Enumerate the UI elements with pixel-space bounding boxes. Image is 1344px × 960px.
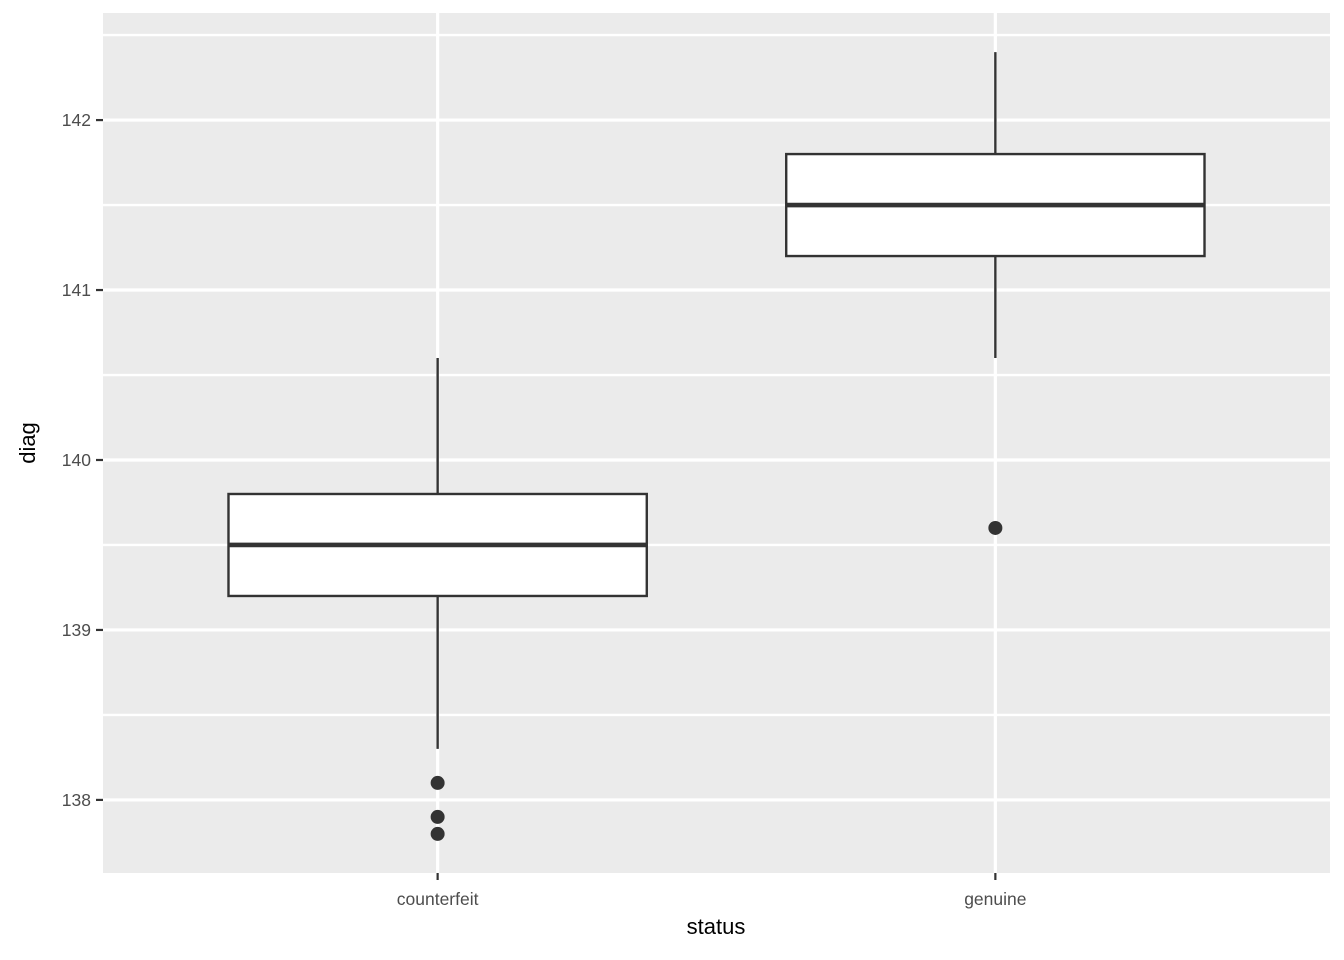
y-tick-label: 139 (62, 620, 91, 640)
outlier-point-counterfeit (430, 826, 445, 841)
y-tick-label: 142 (62, 110, 91, 130)
plot-panel (103, 13, 1330, 873)
outlier-point-genuine (988, 520, 1003, 535)
outlier-point-counterfeit (430, 809, 445, 824)
y-axis-title: diag (15, 422, 40, 464)
x-tick-label-genuine: genuine (964, 889, 1026, 909)
outlier-point-counterfeit (430, 775, 445, 790)
x-axis-title: status (686, 914, 746, 939)
x-tick-label-counterfeit: counterfeit (397, 889, 479, 909)
y-tick-label: 138 (62, 790, 91, 810)
y-tick-label: 140 (62, 450, 91, 470)
y-tick-label: 141 (62, 280, 91, 300)
